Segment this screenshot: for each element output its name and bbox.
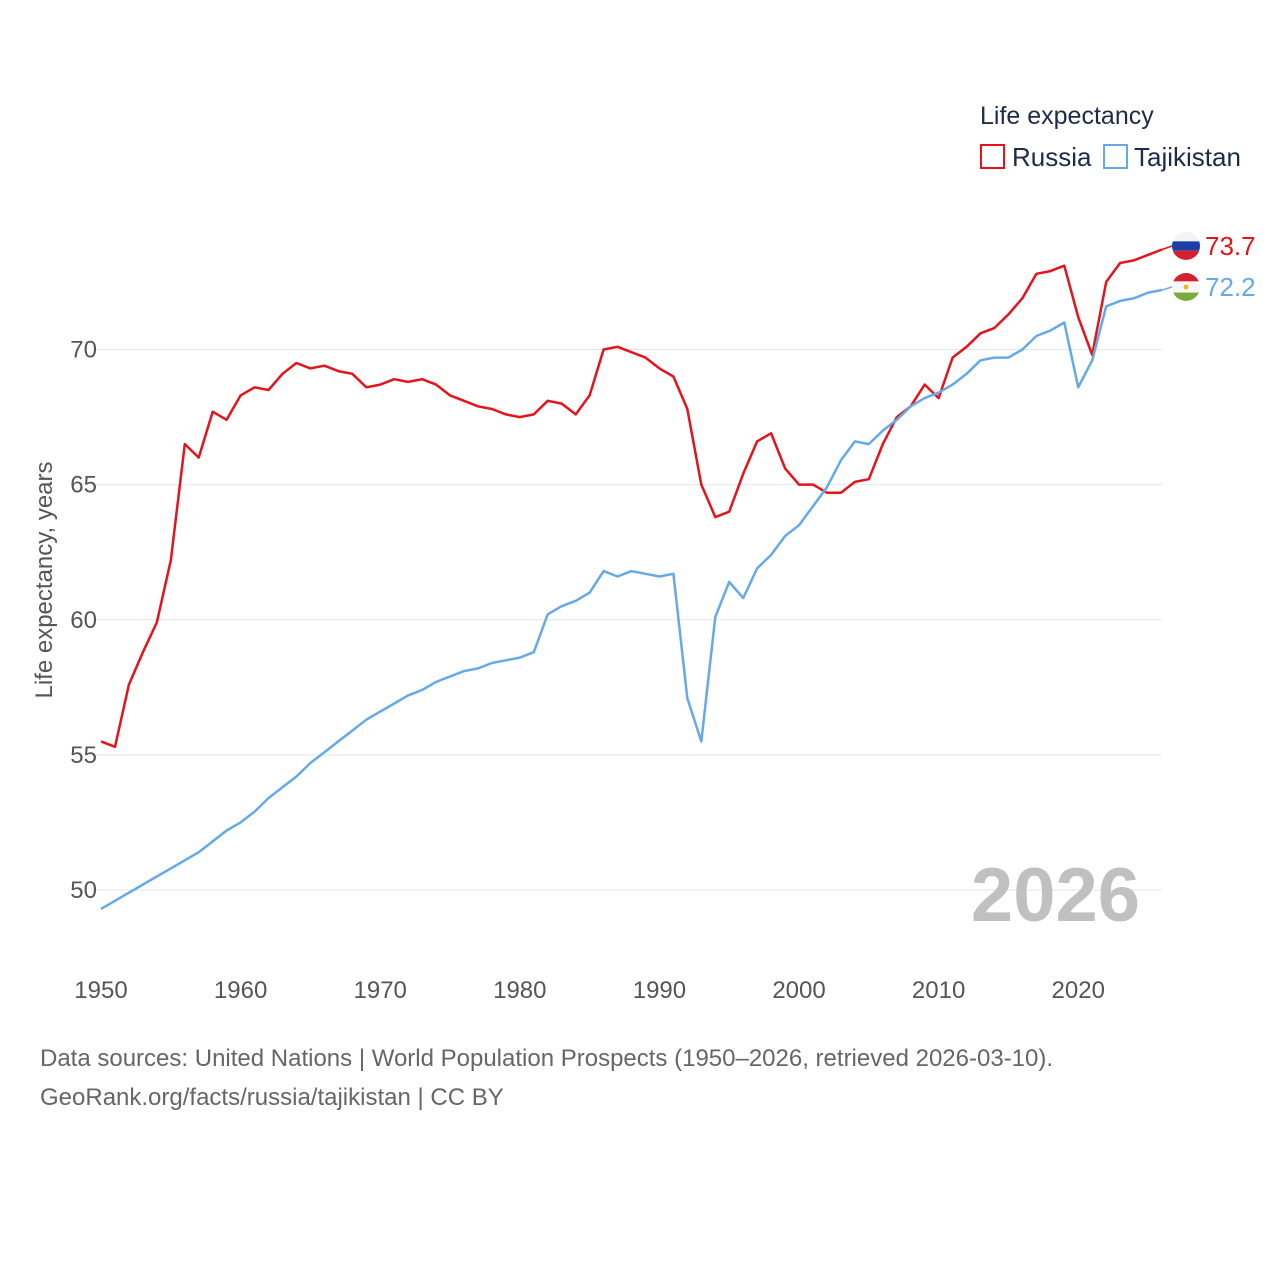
legend-swatch-tajikistan: [1103, 144, 1128, 169]
y-axis-title: Life expectancy, years: [31, 461, 58, 698]
tajikistan-flag-icon: [1172, 273, 1200, 301]
end-connector: [1161, 286, 1173, 291]
x-tick-label: 1950: [74, 977, 127, 1004]
series-line-russia: [100, 248, 1163, 749]
y-tick-label: 65: [70, 472, 97, 499]
end-connector: [1161, 245, 1173, 251]
y-tick-label: 60: [70, 607, 97, 634]
x-tick-label: 2010: [912, 977, 965, 1004]
gridlines: [96, 349, 1162, 891]
x-tick-label: 1980: [493, 977, 546, 1004]
x-tick-label: 1960: [214, 977, 267, 1004]
data-source-note: Data sources: United Nations | World Pop…: [40, 1045, 1054, 1072]
russia-flag-icon: [1172, 232, 1200, 260]
current-year-label: 2026: [971, 853, 1140, 938]
series-lines: [100, 248, 1163, 910]
legend-title: Life expectancy: [980, 102, 1154, 130]
x-tick-label: 2000: [772, 977, 825, 1004]
legend-item-tajikistan[interactable]: Tajikistan: [1103, 142, 1241, 172]
legend-label-tajikistan: Tajikistan: [1134, 142, 1241, 172]
x-tick-label: 1990: [633, 977, 686, 1004]
y-tick-label: 70: [70, 337, 97, 364]
x-tick-label: 1970: [354, 977, 407, 1004]
legend-label-russia: Russia: [1012, 142, 1092, 172]
y-tick-label: 55: [70, 742, 97, 769]
x-tick-label: 2020: [1052, 977, 1105, 1004]
end-value-label-russia: 73.7: [1205, 231, 1256, 261]
legend-item-russia[interactable]: Russia: [980, 142, 1092, 172]
y-tick-label: 50: [70, 877, 97, 904]
series-line-tajikistan: [100, 288, 1163, 910]
y-axis-ticks: 50 55 60 65 70: [70, 337, 97, 905]
x-axis-ticks: 1950 1960 1970 1980 1990 2000 2010 2020: [74, 977, 1105, 1004]
legend-swatch-russia: [980, 144, 1005, 169]
end-value-label-tajikistan: 72.2: [1205, 272, 1256, 302]
attribution-link[interactable]: GeoRank.org/facts/russia/tajikistan | CC…: [40, 1084, 504, 1111]
series-end-labels: 73.7 72.2: [1161, 231, 1256, 302]
